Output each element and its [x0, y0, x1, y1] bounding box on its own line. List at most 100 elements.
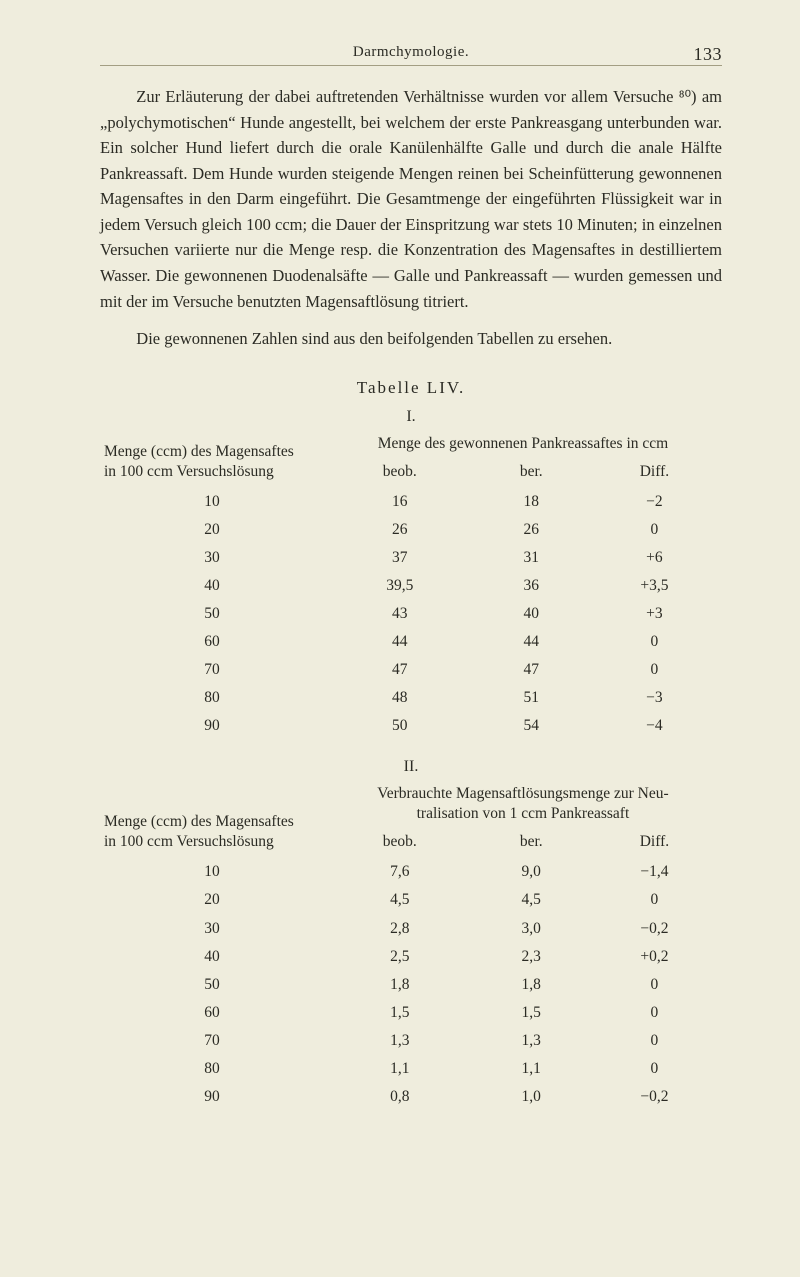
table-cell: 9,0 — [476, 858, 587, 886]
table-row: 107,69,0−1,4 — [100, 858, 722, 886]
running-head: Darmchymologie. 133 — [100, 44, 722, 61]
table-cell: 4,5 — [476, 886, 587, 914]
table-cell: 37 — [324, 544, 476, 572]
table-cell: 20 — [100, 516, 324, 544]
table-cell: 20 — [100, 886, 324, 914]
table-cell: 44 — [324, 628, 476, 656]
table2-left-header: Menge (ccm) des Magensaftes in 100 ccm V… — [100, 782, 324, 858]
table-cell: 4,5 — [324, 886, 476, 914]
table-cell: −4 — [587, 712, 722, 740]
table-row: 7047470 — [100, 656, 722, 684]
running-title: Darmchymologie. — [353, 44, 469, 61]
table-cell: 26 — [324, 516, 476, 544]
table2-sub-ber: ber. — [476, 830, 587, 858]
table-cell: 1,5 — [476, 999, 587, 1027]
table-cell: 0 — [587, 628, 722, 656]
table-cell: 39,5 — [324, 572, 476, 600]
table-cell: 31 — [476, 544, 587, 572]
table2-section-number: II. — [100, 758, 722, 776]
table1-sub-beob: beob. — [324, 460, 476, 488]
table2-sub-beob: beob. — [324, 830, 476, 858]
table-cell: +3 — [587, 600, 722, 628]
table2-span-header-l1: Verbrauchte Magensaftlösungsmenge zur Ne… — [377, 785, 668, 802]
table-row: 801,11,10 — [100, 1055, 722, 1083]
table-cell: 0 — [587, 656, 722, 684]
table-cell: 1,8 — [476, 971, 587, 999]
table2-sub-diff: Diff. — [587, 830, 722, 858]
header-rule — [100, 65, 722, 66]
table-cell: 40 — [476, 600, 587, 628]
table-2: Menge (ccm) des Magensaftes in 100 ccm V… — [100, 782, 722, 1111]
table-row: 6044440 — [100, 628, 722, 656]
paragraph-2: Die gewonnenen Zahlen sind aus den beifo… — [100, 326, 722, 352]
table-row: 601,51,50 — [100, 999, 722, 1027]
table-cell: 18 — [476, 488, 587, 516]
table-2-body: 107,69,0−1,4204,54,50302,83,0−0,2402,52,… — [100, 858, 722, 1110]
table-row: 2026260 — [100, 516, 722, 544]
table-cell: 50 — [324, 712, 476, 740]
table-2-head: Menge (ccm) des Magensaftes in 100 ccm V… — [100, 782, 722, 858]
table-cell: 90 — [100, 1083, 324, 1111]
table1-span-header: Menge des gewonnenen Pankreassaftes in c… — [324, 432, 722, 460]
table-row: 504340+3 — [100, 600, 722, 628]
table-cell: 0 — [587, 971, 722, 999]
table-cell: 70 — [100, 1027, 324, 1055]
table2-left-header-l1: Menge (ccm) des Magensaftes — [104, 813, 294, 830]
table-1-body: 101618−22026260303731+64039,536+3,550434… — [100, 488, 722, 740]
table-row: 4039,536+3,5 — [100, 572, 722, 600]
paragraph-1: Zur Erläuterung der dabei auftretenden V… — [100, 84, 722, 314]
table-cell: 0 — [587, 999, 722, 1027]
table-cell: 2,5 — [324, 943, 476, 971]
table-row: 905054−4 — [100, 712, 722, 740]
table-1-head: Menge (ccm) des Magensaftes in 100 ccm V… — [100, 432, 722, 488]
table-cell: 51 — [476, 684, 587, 712]
table-cell: 40 — [100, 943, 324, 971]
table-cell: 0 — [587, 1055, 722, 1083]
table-cell: 1,8 — [324, 971, 476, 999]
table1-sub-ber: ber. — [476, 460, 587, 488]
table-cell: 7,6 — [324, 858, 476, 886]
table-cell: 30 — [100, 915, 324, 943]
table-cell: 0 — [587, 886, 722, 914]
table2-span-header: Verbrauchte Magensaftlösungsmenge zur Ne… — [324, 782, 722, 830]
table-cell: 40 — [100, 572, 324, 600]
table-cell: 3,0 — [476, 915, 587, 943]
table-row: 303731+6 — [100, 544, 722, 572]
table-cell: 10 — [100, 858, 324, 886]
table-cell: 80 — [100, 1055, 324, 1083]
table-cell: 80 — [100, 684, 324, 712]
table-cell: 0,8 — [324, 1083, 476, 1111]
table-cell: 50 — [100, 600, 324, 628]
table1-left-header: Menge (ccm) des Magensaftes in 100 ccm V… — [100, 432, 324, 488]
table-cell: 0 — [587, 516, 722, 544]
table-row: 204,54,50 — [100, 886, 722, 914]
table-cell: −2 — [587, 488, 722, 516]
table-cell: 44 — [476, 628, 587, 656]
table-cell: 26 — [476, 516, 587, 544]
table-cell: 2,8 — [324, 915, 476, 943]
page-number: 133 — [694, 44, 723, 65]
table-cell: 2,3 — [476, 943, 587, 971]
table-cell: 1,1 — [324, 1055, 476, 1083]
table-cell: 36 — [476, 572, 587, 600]
table-cell: 10 — [100, 488, 324, 516]
table-cell: 70 — [100, 656, 324, 684]
table-cell: 47 — [324, 656, 476, 684]
table-cell: 60 — [100, 628, 324, 656]
table-cell: −3 — [587, 684, 722, 712]
table-cell: +3,5 — [587, 572, 722, 600]
table-cell: 50 — [100, 971, 324, 999]
table-1: Menge (ccm) des Magensaftes in 100 ccm V… — [100, 432, 722, 740]
table-cell: +6 — [587, 544, 722, 572]
table-row: 302,83,0−0,2 — [100, 915, 722, 943]
table-cell: −0,2 — [587, 1083, 722, 1111]
table-row: 402,52,3+0,2 — [100, 943, 722, 971]
table1-left-header-l2: in 100 ccm Versuchslösung — [104, 463, 274, 480]
table-cell: +0,2 — [587, 943, 722, 971]
table-cell: 30 — [100, 544, 324, 572]
table-cell: 90 — [100, 712, 324, 740]
table-cell: −0,2 — [587, 915, 722, 943]
table-row: 900,81,0−0,2 — [100, 1083, 722, 1111]
table-cell: 48 — [324, 684, 476, 712]
table-cell: 1,3 — [324, 1027, 476, 1055]
